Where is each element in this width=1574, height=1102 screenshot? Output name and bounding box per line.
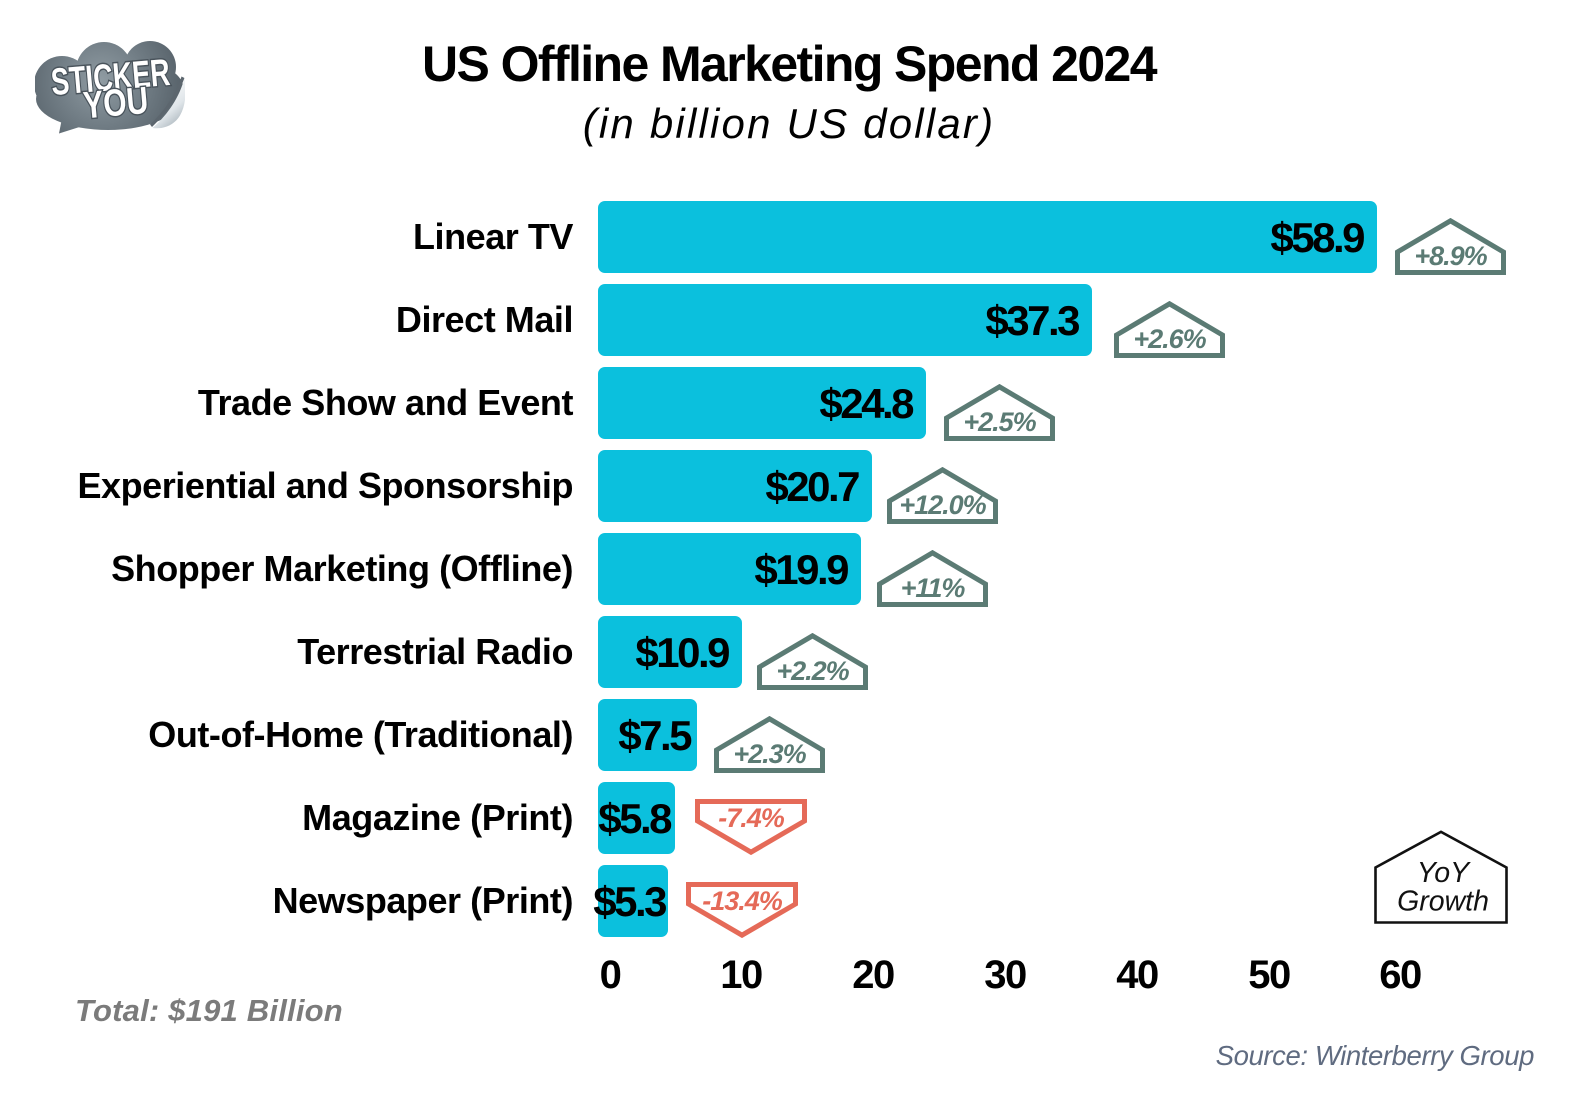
svg-text:STICKER: STICKER xyxy=(49,52,171,104)
svg-text:+2.6%: +2.6% xyxy=(1133,324,1206,354)
svg-text:+8.9%: +8.9% xyxy=(1414,241,1487,271)
svg-text:YoY: YoY xyxy=(1417,857,1471,889)
svg-text:+2.3%: +2.3% xyxy=(733,739,806,769)
svg-text:Growth: Growth xyxy=(1397,886,1489,918)
svg-text:YOU: YOU xyxy=(82,80,150,128)
svg-text:+11%: +11% xyxy=(901,573,966,603)
svg-text:+12.0%: +12.0% xyxy=(899,490,986,520)
svg-text:-13.4%: -13.4% xyxy=(702,886,783,916)
svg-text:-7.4%: -7.4% xyxy=(718,803,785,833)
svg-text:+2.2%: +2.2% xyxy=(776,656,849,686)
svg-text:+2.5%: +2.5% xyxy=(963,407,1036,437)
